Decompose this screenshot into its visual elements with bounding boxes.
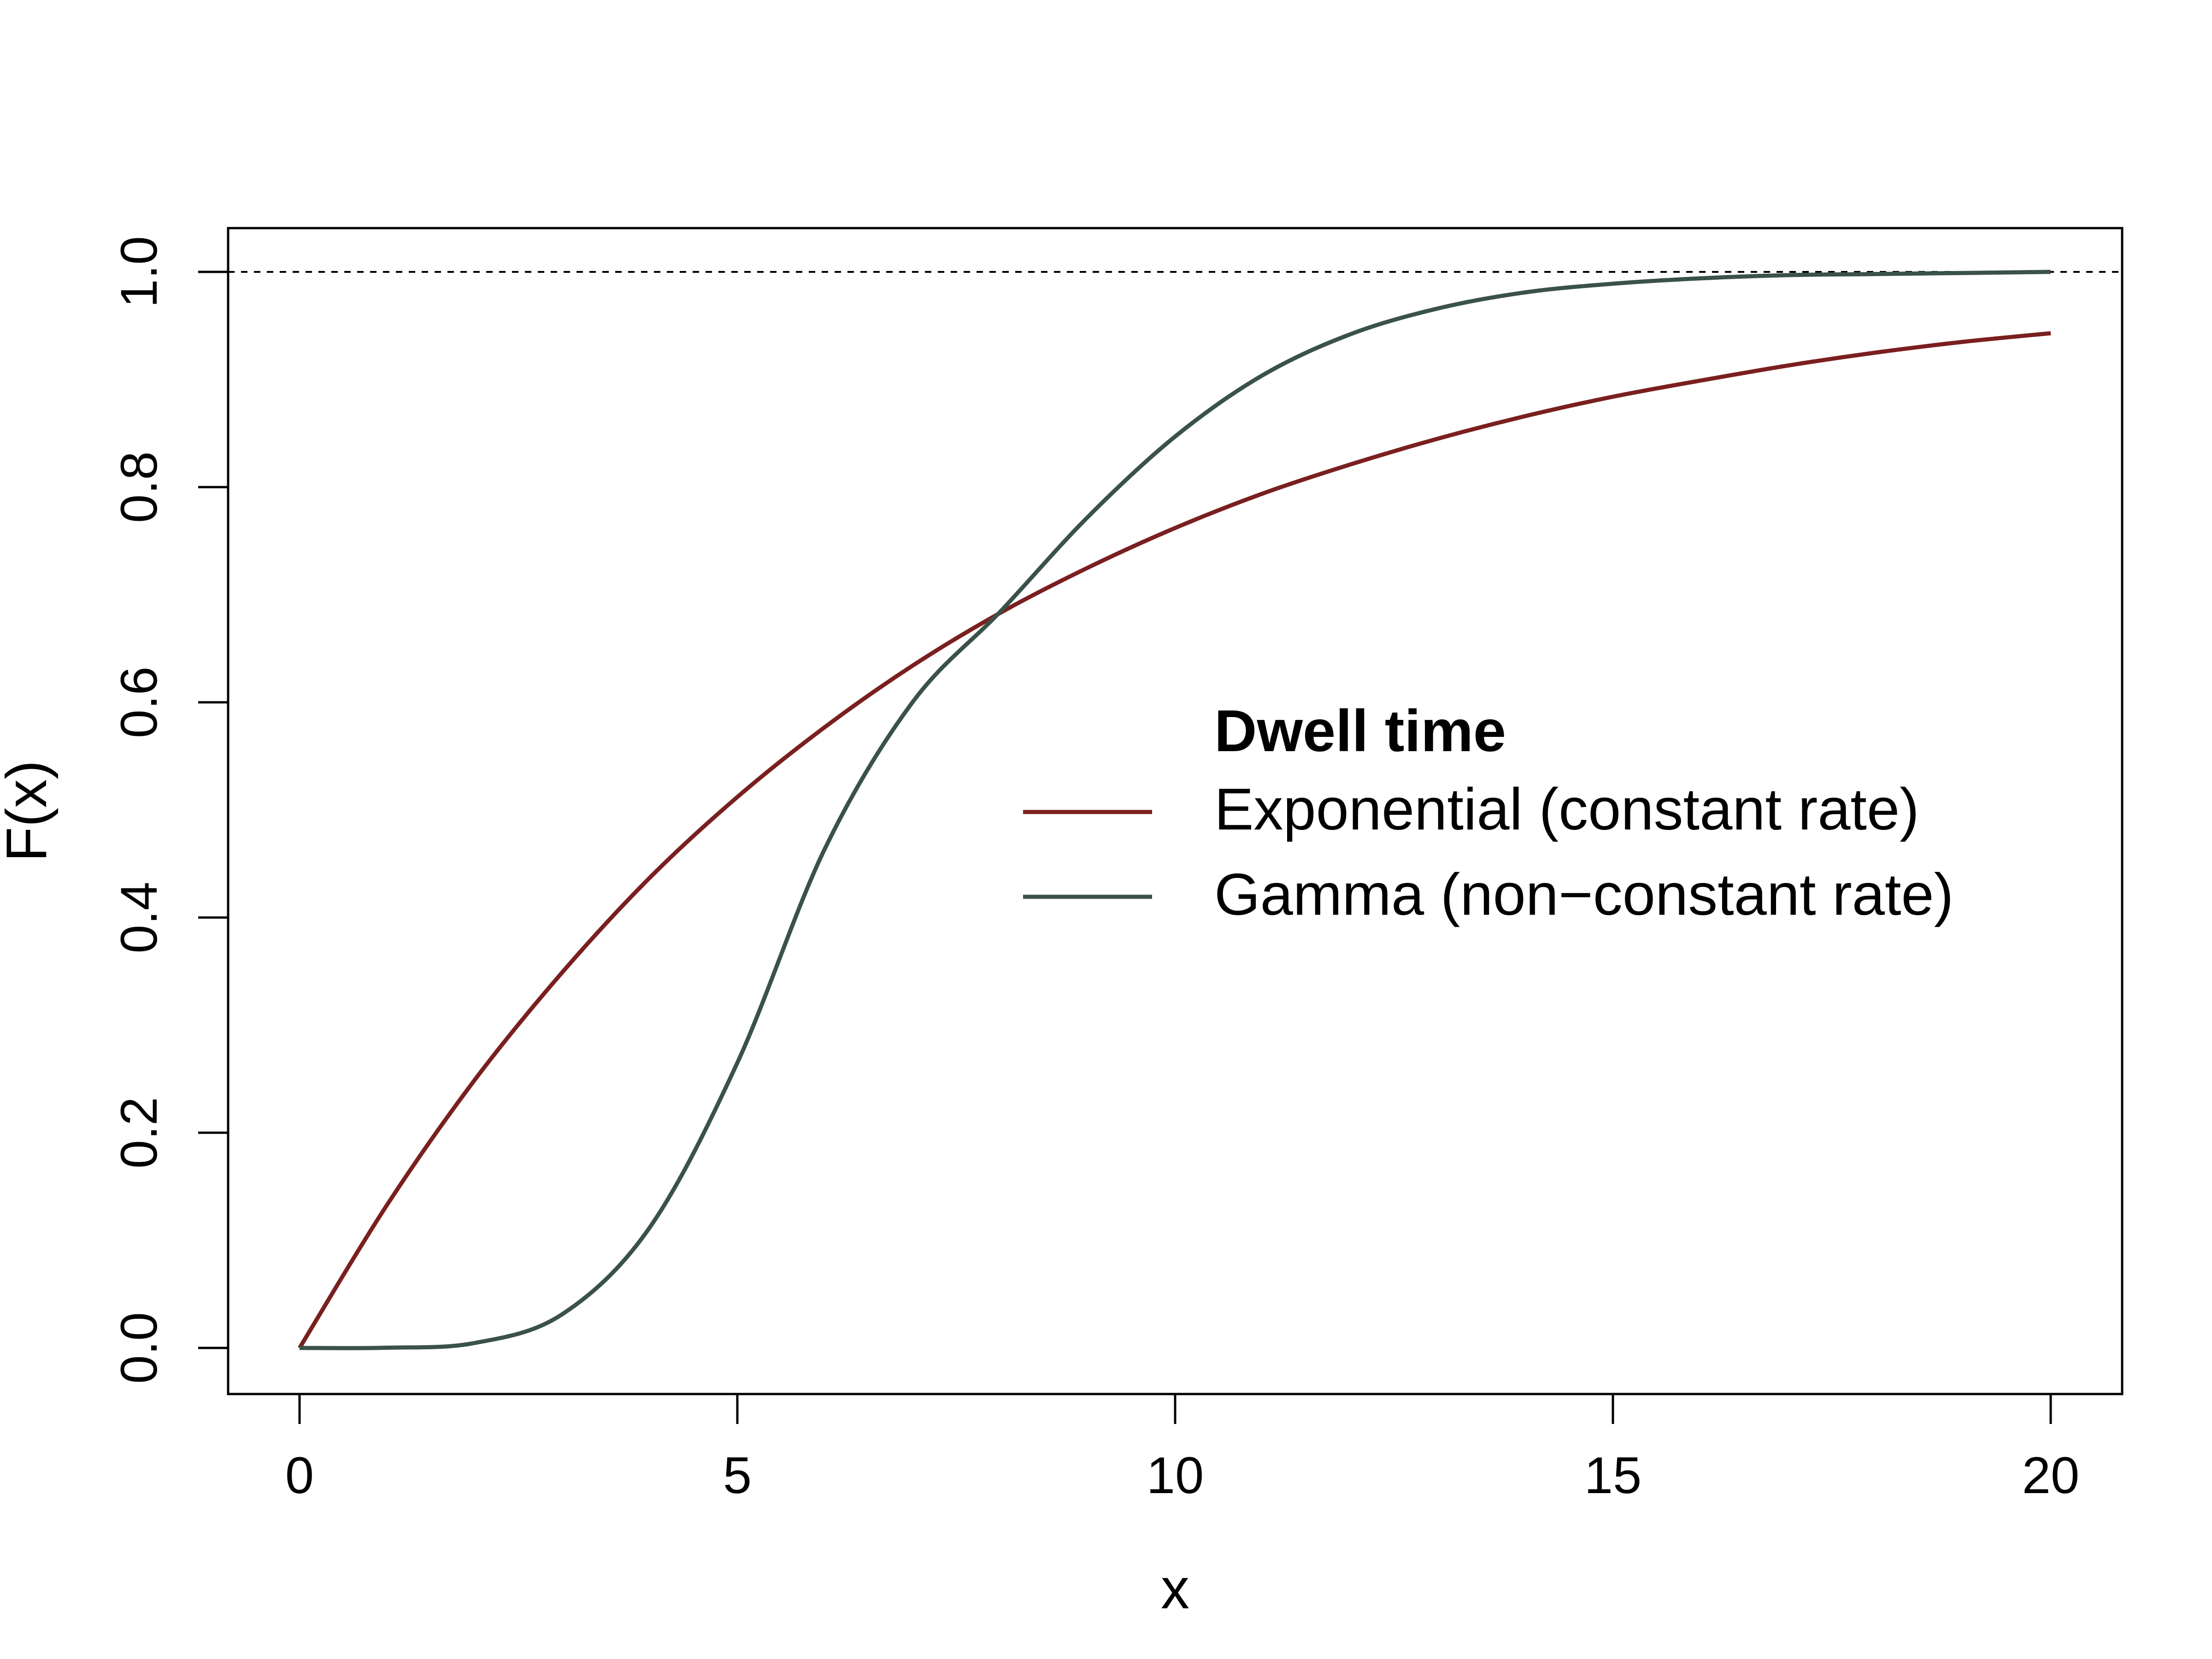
series-layer: [298, 270, 2051, 1350]
y-tick-label: 0.8: [110, 451, 168, 523]
y-tick-label: 0.4: [110, 882, 168, 953]
y-axis-title: F(x): [0, 760, 59, 862]
legend-label-gamma: Gamma (non−constant rate): [1214, 862, 1953, 928]
series-line-1: [299, 270, 2051, 1350]
x-tick-label: 0: [285, 1447, 314, 1504]
x-tick-label: 20: [2022, 1447, 2080, 1504]
y-tick-label: 1.0: [110, 236, 168, 308]
legend-title: Dwell time: [1214, 698, 1506, 764]
series-line-0: [298, 331, 2051, 1349]
y-tick-label: 0.6: [110, 666, 168, 738]
y-axis: 0.0 0.2 0.4 0.6 0.8 1.0: [110, 236, 229, 1384]
y-tick-label: 0.2: [110, 1097, 168, 1169]
legend-label-exponential: Exponential (constant rate): [1214, 777, 1919, 842]
x-axis-title: x: [1161, 1557, 1189, 1621]
x-axis: 0 5 10 15 20: [285, 1393, 2080, 1504]
y-tick-label: 0.0: [110, 1312, 168, 1384]
x-tick-label: 15: [1584, 1447, 1642, 1504]
x-tick-label: 5: [723, 1447, 752, 1504]
x-tick-label: 10: [1147, 1447, 1204, 1504]
legend: Dwell time Exponential (constant rate) G…: [1023, 698, 1953, 928]
